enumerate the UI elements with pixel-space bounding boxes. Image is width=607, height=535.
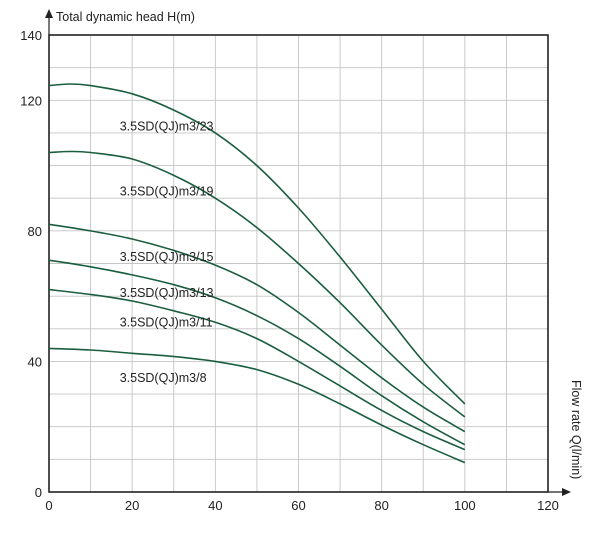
curves <box>48 83 466 464</box>
series-label: 3.5SD(QJ)m3/13 <box>120 286 214 300</box>
series-line <box>48 223 466 433</box>
series-label: 3.5SD(QJ)m3/11 <box>120 315 213 329</box>
y-tick-label: 0 <box>35 485 42 500</box>
x-tick-label: 60 <box>291 498 305 513</box>
y-tick-label: 40 <box>28 354 42 369</box>
series-label: 3.5SD(QJ)m3/19 <box>120 185 214 199</box>
series-line <box>48 150 466 418</box>
curve-labels: 3.5SD(QJ)m3/23 3.5SD(QJ)m3/19 3.5SD(QJ)m3/… <box>120 119 214 384</box>
y-tick-label: 120 <box>20 93 42 108</box>
x-tick-label: 120 <box>537 498 559 513</box>
x-tick-label: 80 <box>374 498 388 513</box>
series-label: 3.5SD(QJ)m3/23 <box>120 119 214 133</box>
plot-frame <box>48 34 549 493</box>
y-tick-label: 80 <box>28 224 42 239</box>
series-line <box>48 347 466 464</box>
x-tick-label: 100 <box>454 498 476 513</box>
x-axis-arrow <box>562 488 571 496</box>
series-label: 3.5SD(QJ)m3/8 <box>120 371 207 385</box>
x-tick-label: 40 <box>208 498 222 513</box>
y-axis-title: Total dynamic head H(m) <box>56 10 195 24</box>
x-tick-label: 0 <box>45 498 52 513</box>
tick-labels: 0 20 40 60 80 100 120 0 40 80 120 140 <box>20 28 559 513</box>
series-line <box>48 83 466 405</box>
series-label: 3.5SD(QJ)m3/15 <box>120 250 214 264</box>
x-tick-label: 20 <box>125 498 139 513</box>
series-line <box>48 259 466 446</box>
y-axis-arrow <box>45 9 53 18</box>
y-tick-label: 140 <box>20 28 42 43</box>
series-line <box>48 288 466 451</box>
axes <box>45 9 571 496</box>
x-axis-title: Flow rate Q(l/min) <box>569 380 583 479</box>
